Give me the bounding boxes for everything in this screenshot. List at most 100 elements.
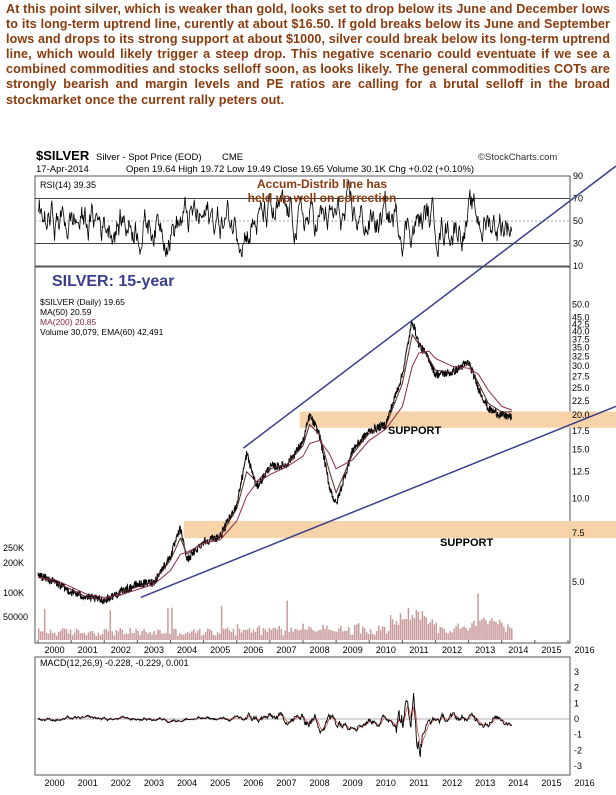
volume-bar <box>401 619 404 640</box>
macd-x-tick-label: 2016 <box>575 778 595 788</box>
volume-bar <box>224 628 227 640</box>
volume-bar <box>429 622 432 640</box>
volume-bar <box>357 623 360 640</box>
macd-x-tick-label: 2003 <box>144 778 164 788</box>
exchange-label: CME <box>222 152 243 163</box>
volume-bar <box>181 634 183 640</box>
volume-bar <box>310 627 312 640</box>
volume-bar <box>141 631 143 640</box>
volume-bar <box>391 619 394 640</box>
volume-bar <box>377 625 380 640</box>
volume-bar <box>367 634 370 640</box>
volume-bar <box>137 630 139 640</box>
volume-bar <box>371 633 374 640</box>
volume-bar <box>75 628 78 640</box>
volume-bar <box>135 628 137 640</box>
volume-bar <box>423 615 426 640</box>
volume-bar <box>246 629 249 640</box>
support-label-upper: SUPPORT <box>388 425 441 437</box>
volume-bar <box>431 619 434 640</box>
volume-bar <box>507 624 509 640</box>
x-tick-label: 2010 <box>376 645 396 655</box>
volume-bar <box>69 629 72 640</box>
volume-bar <box>208 629 211 640</box>
volume-bar <box>383 626 386 640</box>
volume-bar <box>300 629 302 640</box>
volume-bar <box>260 635 263 640</box>
volume-bar <box>59 630 62 640</box>
x-tick-label: 2011 <box>409 645 428 655</box>
macd-x-tick-label: 2015 <box>541 778 561 788</box>
volume-bar <box>226 627 229 640</box>
volume-bar <box>397 624 400 640</box>
intro-commentary: At this point silver, which is weaker th… <box>0 0 616 140</box>
x-tick-label: 2003 <box>144 645 164 655</box>
volume-bar <box>57 632 60 640</box>
rsi-tick-label: 50 <box>573 216 583 226</box>
silver-title-label: SILVER: 15-year <box>52 273 174 290</box>
volume-bar <box>49 629 52 640</box>
volume-bar <box>212 634 215 640</box>
volume-bar <box>495 621 497 640</box>
rsi-line <box>37 179 513 258</box>
x-tick-label: 2002 <box>111 645 131 655</box>
volume-bar <box>316 631 318 640</box>
x-tick-label: 2012 <box>442 645 462 655</box>
volume-bar <box>505 631 507 640</box>
volume-bar <box>286 600 288 640</box>
volume-bar <box>296 629 298 640</box>
volume-bar <box>61 628 64 640</box>
volume-bar <box>53 632 56 640</box>
volume-bar <box>258 625 261 640</box>
volume-bar <box>463 626 465 640</box>
volume-bar <box>278 625 280 640</box>
annotation-line-1: Accum-Distrib line has <box>257 177 387 191</box>
volume-bar <box>155 634 157 640</box>
volume-bar <box>304 629 306 640</box>
volume-tick-label: 250K <box>3 543 24 553</box>
price-tick-label: 17.5 <box>572 426 590 436</box>
volume-bar <box>469 627 471 640</box>
volume-bar <box>312 630 314 640</box>
volume-bar <box>85 635 88 640</box>
volume-bar <box>385 633 388 640</box>
volume-bar <box>425 617 428 640</box>
volume-bar <box>268 627 271 640</box>
support-label-lower: SUPPORT <box>440 537 493 549</box>
volume-bar <box>244 629 247 640</box>
volume-bar <box>332 630 334 640</box>
volume-bar <box>129 628 131 640</box>
volume-bar <box>387 630 390 640</box>
volume-bar <box>461 627 463 640</box>
volume-bar <box>99 635 102 640</box>
volume-bar <box>101 633 104 640</box>
volume-bar <box>336 631 338 640</box>
volume-bar <box>449 631 451 640</box>
volume-bar <box>284 630 286 640</box>
macd-x-tick-label: 2006 <box>243 778 263 788</box>
macd-tick-label: 1 <box>574 698 579 708</box>
volume-bar <box>165 632 167 640</box>
volume-bar <box>200 635 203 640</box>
x-tick-label: 2004 <box>177 645 197 655</box>
volume-bar <box>175 628 177 640</box>
rsi-tick-label: 90 <box>573 171 583 181</box>
volume-bar <box>103 629 106 640</box>
volume-bar <box>411 615 414 640</box>
volume-bar <box>342 631 344 640</box>
volume-bar <box>93 633 96 640</box>
price-tick-label: 50.0 <box>572 300 590 310</box>
rsi-legend: RSI(14) 39.35 <box>40 180 96 190</box>
volume-bar <box>218 633 221 640</box>
volume-bar <box>348 626 350 640</box>
price-tick-label: 12.5 <box>572 467 590 477</box>
volume-bar <box>169 633 171 640</box>
volume-bar <box>153 630 155 640</box>
volume-bar <box>453 628 455 640</box>
volume-bar <box>272 628 275 640</box>
volume-bar <box>117 631 119 640</box>
rsi-panel: 10 30 50 70 90 <box>34 171 583 271</box>
x-tick-label: 2015 <box>541 645 561 655</box>
volume-bar <box>264 629 267 640</box>
volume-bar <box>121 629 123 640</box>
